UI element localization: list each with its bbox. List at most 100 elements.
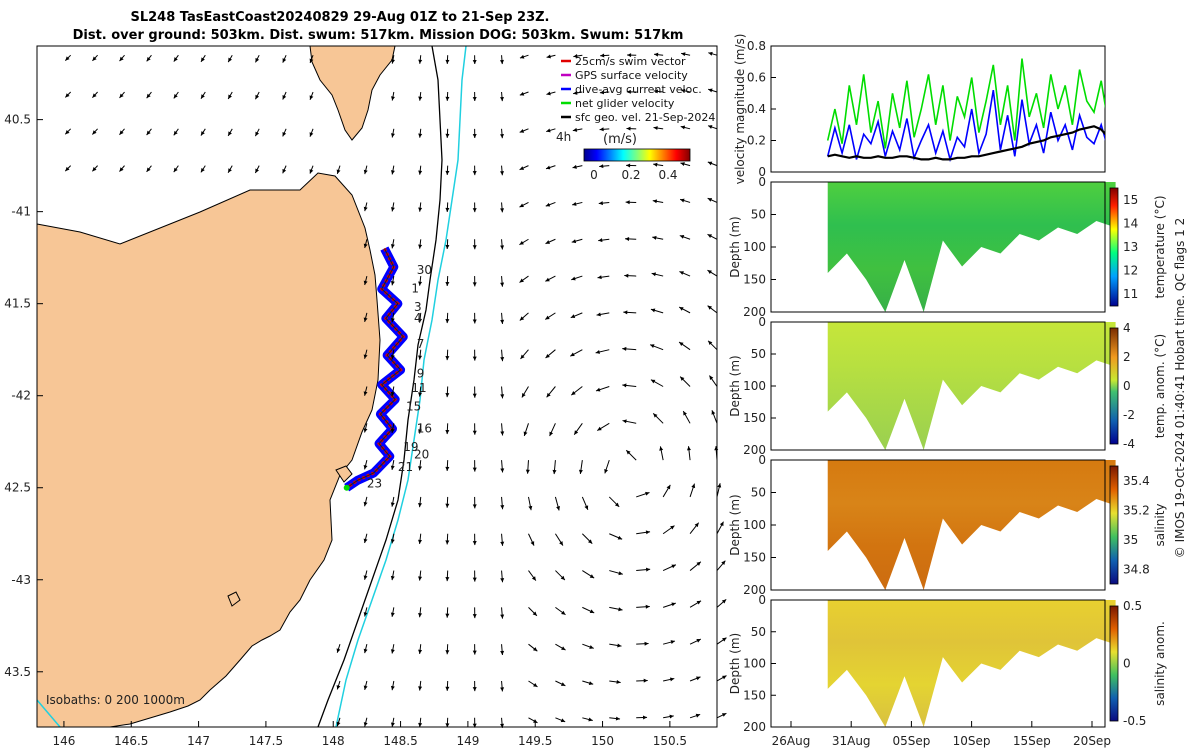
velocity-arrowhead	[445, 59, 450, 64]
section-colorbar-tick: 34.8	[1123, 562, 1150, 576]
velocity-arrowhead	[643, 678, 648, 683]
velocity-arrowhead	[669, 677, 675, 682]
velocity-arrowhead	[722, 637, 727, 642]
section-y-tick: 200	[743, 305, 766, 319]
legend-label: net glider velocity	[575, 97, 675, 110]
velocity-arrowhead	[545, 277, 550, 282]
velocity-arrowhead	[532, 647, 538, 652]
velocity-arrowhead	[173, 130, 178, 136]
velocity-arrowhead	[472, 577, 477, 582]
velocity-arrowhead	[711, 410, 716, 415]
velocity-y-axis: 0 0.2 0.4 0.6 0.8	[747, 39, 776, 179]
velocity-arrowhead	[653, 162, 658, 167]
velocity-arrowhead	[597, 275, 602, 280]
section-colorbar-label: salinity	[1153, 503, 1167, 546]
velocity-arrowhead	[532, 611, 537, 616]
section-y-tick: 150	[743, 411, 766, 425]
velocity-arrowhead	[652, 235, 657, 240]
velocity-arrowhead	[92, 167, 97, 172]
velocity-arrowhead	[445, 650, 450, 655]
velocity-arrowhead	[552, 469, 557, 475]
velocity-arrowhead	[173, 57, 178, 62]
section-y-tick: 100	[743, 657, 766, 671]
section-y-tick: 0	[758, 175, 766, 189]
section-ylabel: Depth (m)	[728, 633, 742, 694]
velocity-arrowhead	[418, 207, 423, 212]
velocity-arrowhead	[445, 96, 450, 101]
velocity-arrowhead	[472, 430, 477, 435]
velocity-arrowhead	[200, 131, 205, 136]
velocity-series-line	[826, 58, 1105, 149]
velocity-arrowhead	[309, 58, 314, 63]
velocity-arrowhead	[445, 503, 450, 508]
velocity-arrowhead	[559, 541, 563, 546]
track-day-label: 3	[414, 300, 422, 314]
velocity-y-tick: 0.2	[747, 134, 766, 148]
velocity-arrowhead	[390, 649, 395, 654]
velocity-arrowhead	[173, 94, 178, 99]
map-lat-tick: -42	[11, 389, 31, 403]
velocity-arrowhead	[530, 541, 535, 546]
velocity-arrowhead	[119, 130, 124, 135]
section-colorbar-tick: 11	[1123, 287, 1138, 301]
velocity-arrowhead	[709, 375, 714, 380]
velocity-arrowhead	[228, 131, 232, 136]
velocity-arrowhead	[561, 610, 566, 615]
track-day-label: 16	[417, 422, 432, 436]
section-y-tick: 200	[743, 583, 766, 597]
velocity-arrowhead	[626, 450, 631, 455]
figure-title: SL248 TasEastCoast20240829 29-Aug 01Z to…	[130, 10, 549, 25]
track-day-label: 20	[414, 447, 429, 461]
velocity-arrowhead	[500, 687, 505, 692]
velocity-arrowhead	[363, 317, 368, 322]
velocity-arrowhead	[519, 129, 525, 133]
legend-extra-label: 4h	[556, 130, 571, 144]
section-colorbar	[1109, 605, 1119, 722]
velocity-arrowhead	[65, 56, 70, 61]
velocity-arrowhead	[572, 164, 577, 169]
velocity-arrowhead	[617, 643, 622, 648]
velocity-arrowhead	[309, 95, 314, 100]
velocity-arrowhead	[519, 166, 525, 170]
velocity-arrowhead	[390, 391, 395, 397]
map-longitude-axis: 146 146.5 147 147.5 148 148.5 149 149.5 150 150.5	[52, 721, 687, 748]
velocity-arrowhead	[418, 318, 423, 323]
velocity-arrowhead	[556, 506, 560, 511]
velocity-y-tick: 0.6	[747, 71, 766, 85]
velocity-arrowhead	[519, 203, 524, 208]
velocity-arrowhead	[679, 307, 684, 311]
velocity-arrowhead	[255, 168, 259, 173]
velocity-arrowhead	[523, 431, 528, 436]
velocity-arrowhead	[546, 128, 551, 133]
legend-label: 25cm/s swim vector	[575, 55, 686, 68]
velocity-arrowhead	[519, 91, 525, 96]
velocity-arrowhead	[519, 278, 524, 283]
velocity-arrowhead	[391, 96, 395, 101]
velocity-arrowhead	[418, 502, 423, 508]
velocity-arrowhead	[418, 466, 423, 471]
velocity-arrowhead	[445, 540, 450, 545]
section-colorbar-tick: -0.5	[1123, 714, 1146, 728]
velocity-arrowhead	[472, 319, 477, 324]
velocity-arrowhead	[472, 723, 477, 728]
velocity-arrowhead	[670, 525, 675, 530]
velocity-arrowhead	[679, 235, 685, 239]
velocity-arrowhead	[707, 305, 712, 310]
velocity-arrowhead	[571, 239, 577, 244]
section-colorbar-tick: 35.2	[1123, 503, 1150, 517]
velocity-arrowhead	[531, 576, 536, 581]
track-day-label: 4	[414, 311, 422, 325]
velocity-arrowhead	[336, 648, 341, 653]
section-y-tick: 150	[743, 551, 766, 565]
velocity-arrowhead	[500, 505, 505, 510]
isobath-200m	[317, 45, 443, 728]
velocity-arrowhead	[560, 575, 565, 581]
velocity-arrowhead	[500, 723, 505, 728]
velocity-arrowhead	[707, 161, 713, 166]
velocity-panel: 0 0.2 0.4 0.6 0.8 velocity magnitude (m/s)	[733, 34, 1106, 184]
velocity-arrowhead	[680, 376, 685, 381]
map-lat-tick: 40.5	[4, 113, 31, 127]
velocity-arrowhead	[282, 131, 287, 137]
